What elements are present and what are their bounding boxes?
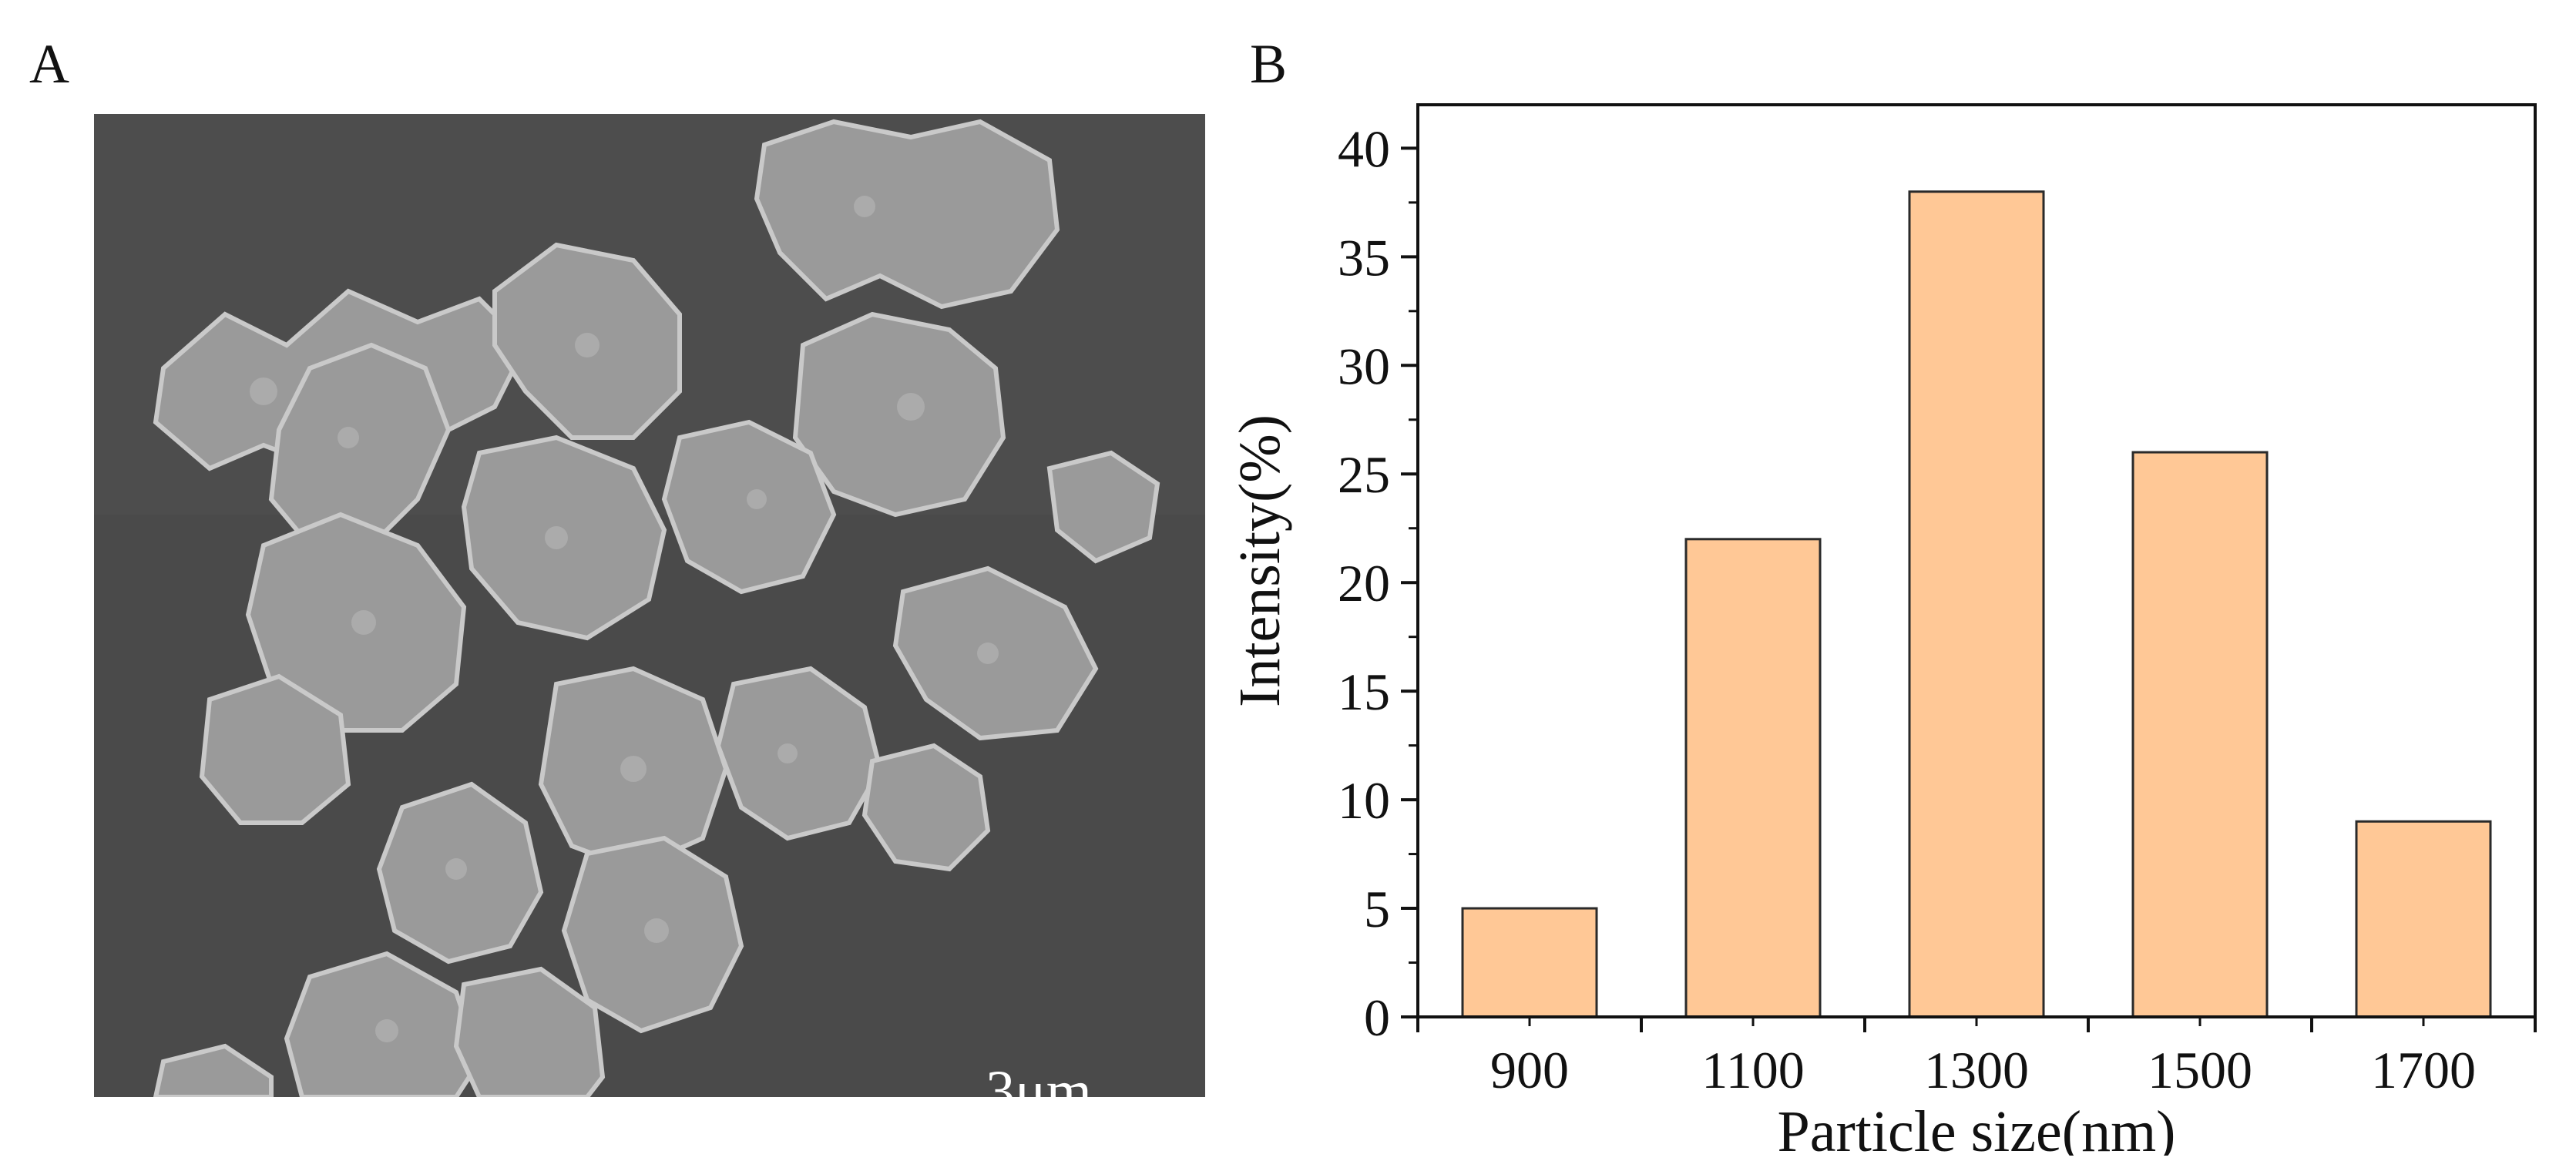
bar-1100 [1684,538,1822,1018]
y-tick-label: 15 [1338,663,1390,721]
y-tick-label: 10 [1338,771,1390,830]
y-tick-label: 25 [1338,445,1390,504]
panel-a-label: A [29,33,69,95]
bar-chart-svg: 0 5 10 15 20 25 30 35 40 900 1100 1300 1500 1700 Part… [1228,103,2537,1164]
y-tick-label: 5 [1364,880,1390,938]
sem-particle-texture [94,114,1205,1097]
bar-chart: 0 5 10 15 20 25 30 35 40 900 1100 1300 1500 1700 Part… [1202,77,2558,1164]
bars-layer [1461,190,2492,1018]
scale-bar-label: 3μm [986,1059,1092,1097]
y-axis-title: Intensity(%) [1228,414,1292,707]
y-tick-label: 20 [1338,554,1390,612]
y-tick-label: 0 [1364,988,1390,1047]
x-axis-title: Particle size(nm) [1777,1099,2175,1156]
panel-b-label: B [1250,33,1288,95]
bar-1500 [2131,451,2269,1018]
ticks-layer: 0 5 10 15 20 25 30 35 40 900 1100 1300 1500 1700 [1338,119,2537,1099]
bar-1700 [2355,820,2492,1018]
x-tick-label: 1100 [1701,1041,1804,1099]
bar-900 [1461,907,1598,1018]
sem-micrograph: 3μm [94,114,1205,1097]
y-tick-label: 35 [1338,228,1390,287]
y-tick-label: 40 [1338,119,1390,178]
y-tick-label: 30 [1338,337,1390,395]
x-tick-label: 1300 [1924,1041,2029,1099]
bar-1300 [1908,190,2045,1018]
x-tick-label: 900 [1490,1041,1569,1099]
x-tick-label: 1700 [2371,1041,2476,1099]
x-tick-label: 1500 [2148,1041,2252,1099]
